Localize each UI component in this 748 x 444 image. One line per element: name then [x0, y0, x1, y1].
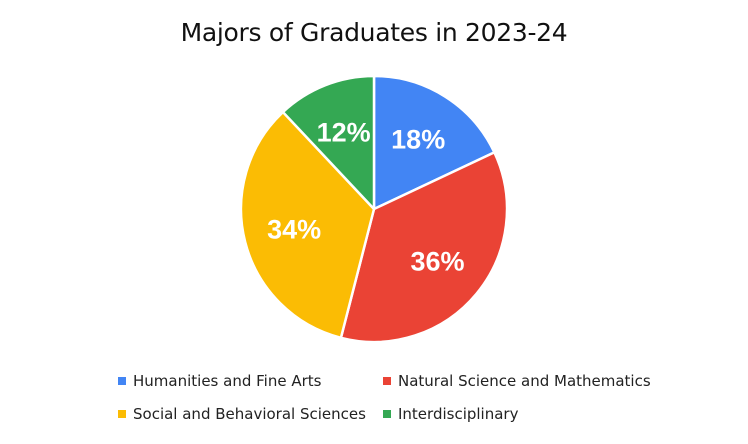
pie-slice-humanities-and-fine-arts [372, 74, 496, 211]
slice-label-natural-science-and-mathematics: 36% [411, 247, 465, 277]
legend-label: Social and Behavioral Sciences [133, 405, 366, 423]
legend-swatch [383, 377, 391, 385]
legend-item-natural-science-and-mathematics: Natural Science and Mathematics [383, 372, 651, 390]
legend-item-social-and-behavioral-sciences: Social and Behavioral Sciences [118, 405, 366, 423]
pie-slice-interdisciplinary [281, 74, 376, 211]
pie-slice-natural-science-and-mathematics [339, 151, 509, 344]
legend-swatch [383, 410, 391, 418]
pie-slice-social-and-behavioral-sciences [239, 110, 376, 340]
slice-label-social-and-behavioral-sciences: 34% [267, 215, 321, 245]
slice-label-interdisciplinary: 12% [317, 117, 371, 147]
legend-item-interdisciplinary: Interdisciplinary [383, 405, 518, 423]
legend-label: Interdisciplinary [398, 405, 519, 423]
legend-item-humanities-and-fine-arts: Humanities and Fine Arts [118, 372, 321, 390]
legend-swatch [118, 410, 126, 418]
legend-swatch [118, 377, 126, 385]
legend-label: Humanities and Fine Arts [133, 372, 322, 390]
legend-label: Natural Science and Mathematics [398, 372, 651, 390]
slice-label-humanities-and-fine-arts: 18% [391, 124, 445, 154]
chart-title: Majors of Graduates in 2023-24 [180, 18, 568, 47]
